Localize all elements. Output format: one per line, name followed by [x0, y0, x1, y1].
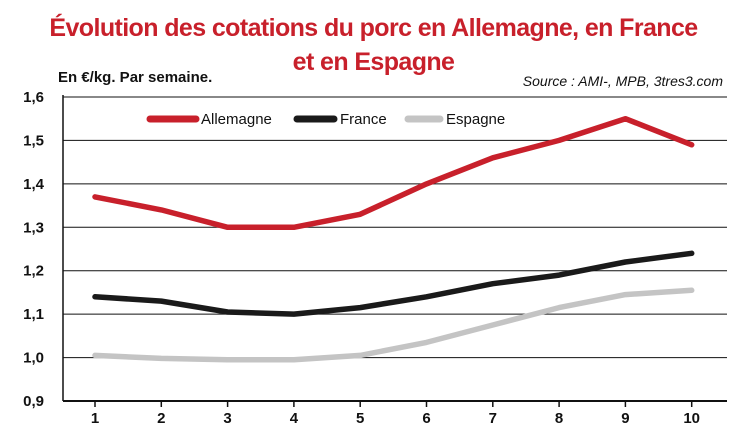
y-tick-label: 1,5 [23, 132, 44, 149]
y-tick-label: 1,6 [23, 89, 44, 106]
x-tick-label: 10 [683, 410, 700, 427]
legend-label: France [340, 111, 387, 128]
chart-title-line-1: Évolution des cotations du porc en Allem… [49, 14, 698, 42]
x-tick-label: 9 [621, 410, 629, 427]
axes [62, 95, 727, 407]
series-line-france [92, 250, 695, 317]
chart-title-line-2: et en Espagne [292, 48, 455, 76]
y-tick-label: 1,4 [23, 176, 45, 193]
legend-label: Espagne [446, 111, 505, 128]
series-line-espagne [92, 287, 695, 363]
legend-item-espagne: Espagne [404, 111, 505, 128]
y-tick-label: 1,2 [23, 263, 44, 280]
x-tick-label: 4 [290, 410, 299, 427]
source-label: Source : AMI-, MPB, 3tres3.com [522, 73, 723, 89]
y-tick-label: 0,9 [23, 393, 44, 410]
y-tick-label: 1,1 [23, 306, 44, 323]
x-tick-label: 2 [157, 410, 165, 427]
x-tick-label: 3 [223, 410, 231, 427]
y-tick-label: 1,0 [23, 350, 44, 367]
series-lines [92, 115, 695, 363]
x-tick-label: 7 [489, 410, 497, 427]
legend-item-france: France [293, 111, 387, 128]
legend-item-allemagne: Allemagne [146, 111, 272, 128]
legend-label: Allemagne [201, 111, 272, 128]
unit-label: En €/kg. Par semaine. [58, 69, 213, 86]
x-tick-label: 6 [422, 410, 430, 427]
grid-lines [63, 96, 727, 359]
x-tick-label: 1 [91, 410, 99, 427]
x-tick-label: 5 [356, 410, 364, 427]
y-tick-labels: 0,9 1,0 1,1 1,2 1,3 1,4 1,5 1,6 [23, 89, 45, 410]
legend: Allemagne France Espagne [146, 111, 505, 128]
y-tick-label: 1,3 [23, 219, 44, 236]
x-tick-label: 8 [555, 410, 563, 427]
x-tick-labels: 1 2 3 4 5 6 7 8 9 10 [91, 410, 700, 427]
series-line-allemagne [92, 115, 695, 231]
